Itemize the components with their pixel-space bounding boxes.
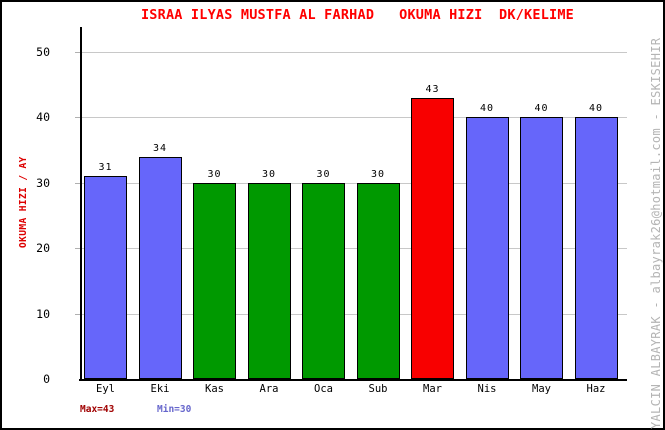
bar-May [520, 117, 563, 379]
bar-Eyl [84, 176, 127, 379]
bar-Mar [411, 98, 454, 379]
bar-value-Eki: 34 [152, 143, 168, 154]
x-tick-label-Mar: Mar [423, 383, 442, 395]
y-axis-label: OKUMA HIZI / AY [18, 156, 29, 248]
bar-Sub [356, 183, 400, 379]
bar-value-May: 40 [534, 103, 549, 114]
bar-Ara [247, 183, 291, 379]
bar-Haz [574, 117, 618, 379]
y-tick-label-50: 50 [36, 45, 50, 59]
gridline-20 [80, 248, 627, 250]
bar-value-Kas: 30 [207, 169, 222, 180]
y-tick-label-30: 30 [36, 175, 50, 190]
bar-value-Oca: 30 [316, 169, 331, 180]
max-value-label: Max=43 [80, 404, 115, 415]
x-tick-label-Nis: Nis [477, 383, 497, 395]
watermark-signature: YALCIN ALBAYRAK - albayrak26@hotmail.com… [649, 37, 663, 429]
bar-Oca [302, 183, 345, 379]
bar-Kas [193, 183, 236, 379]
bar-value-Sub: 30 [370, 169, 386, 180]
chart-title: ISRAA ILYAS MUSTFA AL FARHAD OKUMA HIZI … [140, 7, 575, 23]
y-tick-label-0: 0 [43, 372, 50, 386]
gridline-40 [80, 117, 627, 119]
y-tick-label-10: 10 [36, 306, 50, 321]
bar-value-Nis: 40 [479, 103, 495, 114]
y-tick-20 [75, 248, 80, 250]
x-tick-label-Eki: Eki [150, 383, 170, 395]
x-tick-label-May: May [532, 383, 551, 395]
gridline-50 [80, 52, 627, 53]
x-tick-label-Kas: Kas [205, 383, 224, 395]
x-tick-label-Eyl: Eyl [96, 383, 115, 395]
bar-value-Eyl: 31 [98, 162, 113, 173]
y-axis-line [80, 27, 82, 381]
y-tick-10 [75, 313, 80, 315]
gridline-30 [80, 182, 627, 184]
y-tick-50 [75, 52, 80, 53]
min-value-label: Min=30 [157, 404, 192, 415]
x-tick-label-Ara: Ara [259, 383, 279, 395]
x-tick-label-Sub: Sub [368, 383, 388, 395]
x-axis-line [79, 379, 627, 381]
gridline-10 [80, 313, 627, 315]
x-tick-label-Oca: Oca [314, 383, 333, 395]
x-tick-label-Haz: Haz [586, 383, 606, 395]
y-tick-label-40: 40 [36, 110, 50, 125]
bar-value-Mar: 43 [425, 84, 440, 95]
y-tick-40 [75, 117, 80, 119]
y-tick-30 [75, 182, 80, 184]
y-tick-label-20: 20 [36, 241, 50, 256]
bar-Eki [138, 157, 182, 379]
bar-value-Ara: 30 [261, 169, 277, 180]
bar-value-Haz: 40 [588, 103, 604, 114]
bar-Nis [465, 117, 509, 379]
